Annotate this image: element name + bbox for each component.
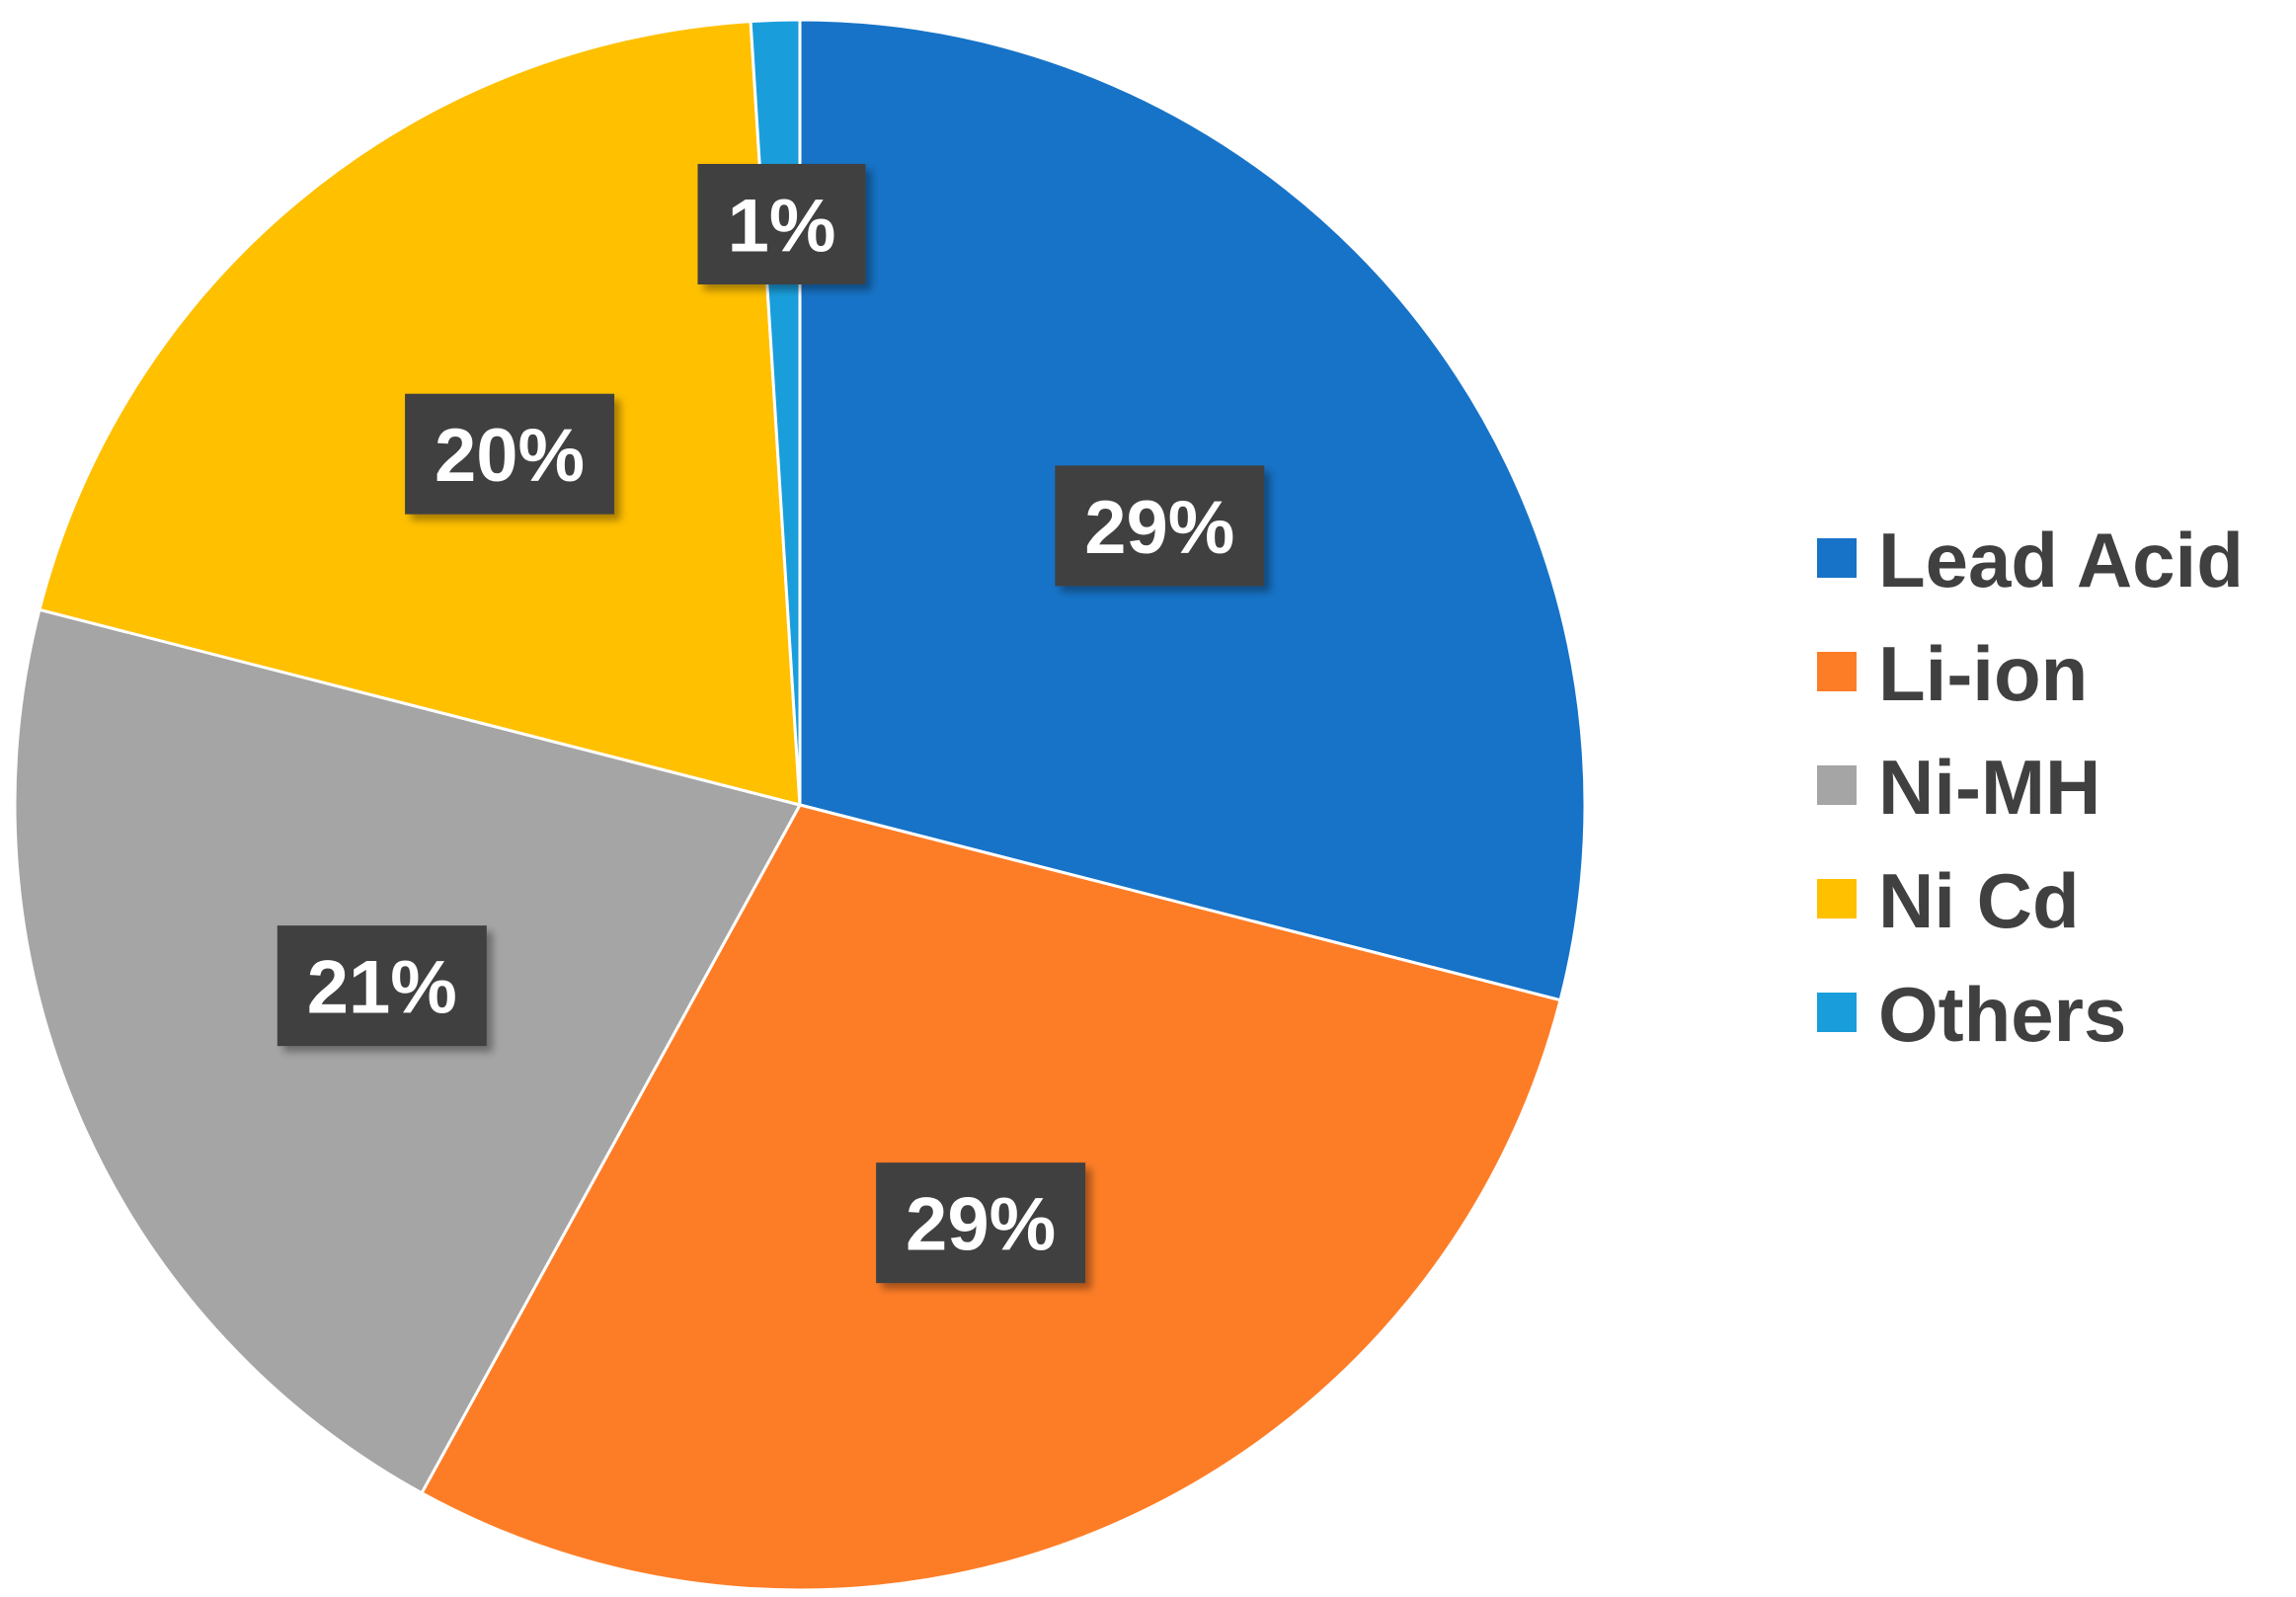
legend-item-ni-cd: Ni Cd: [1817, 857, 2080, 944]
data-label-box: [405, 393, 615, 515]
data-label-box: [1055, 465, 1265, 587]
legend-label: Lead Acid: [1878, 517, 2244, 603]
legend-item-others: Others: [1817, 971, 2126, 1058]
legend-label: Ni Cd: [1878, 857, 2080, 944]
chart-legend: Lead Acid Li-ion Ni-MH Ni Cd Others: [1817, 517, 2244, 1058]
legend-swatch: [1817, 879, 1857, 918]
data-label-others: 1%: [697, 163, 866, 284]
legend-swatch: [1817, 765, 1857, 805]
pie-data-labels: 29% 29% 21% 20% 1%: [277, 163, 1265, 1284]
data-label-li-ion: 29%: [876, 1162, 1086, 1284]
legend-swatch: [1817, 652, 1857, 691]
data-label-text: 29%: [906, 1183, 1056, 1267]
data-label-lead-acid: 29%: [1055, 465, 1265, 587]
legend-label: Ni-MH: [1878, 744, 2100, 831]
legend-label: Li-ion: [1878, 630, 2088, 717]
legend-label: Others: [1878, 971, 2126, 1058]
data-label-box: [876, 1162, 1086, 1284]
data-label-text: 21%: [307, 946, 457, 1030]
data-label-box: [277, 925, 487, 1047]
legend-swatch: [1817, 993, 1857, 1032]
data-label-ni-cd: 20%: [405, 393, 615, 515]
data-label-ni-mh: 21%: [277, 925, 487, 1047]
legend-item-li-ion: Li-ion: [1817, 630, 2088, 717]
legend-item-lead-acid: Lead Acid: [1817, 517, 2244, 603]
data-label-text: 20%: [435, 414, 585, 498]
data-label-text: 29%: [1084, 486, 1234, 570]
pie-slice-ni-mh: [13, 607, 802, 1495]
legend-swatch: [1817, 538, 1857, 578]
data-label-box: [697, 163, 866, 284]
data-label-text: 1%: [728, 184, 836, 268]
legend-item-ni-mh: Ni-MH: [1817, 744, 2100, 831]
